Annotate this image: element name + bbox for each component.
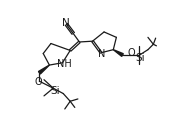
Polygon shape [38,65,49,74]
Text: O: O [34,77,42,87]
Polygon shape [113,50,123,56]
Text: Si: Si [50,86,60,96]
Text: O: O [127,48,135,58]
Text: N: N [98,49,105,59]
Text: NH: NH [57,59,71,69]
Text: Si: Si [136,53,145,63]
Text: N: N [62,18,70,28]
